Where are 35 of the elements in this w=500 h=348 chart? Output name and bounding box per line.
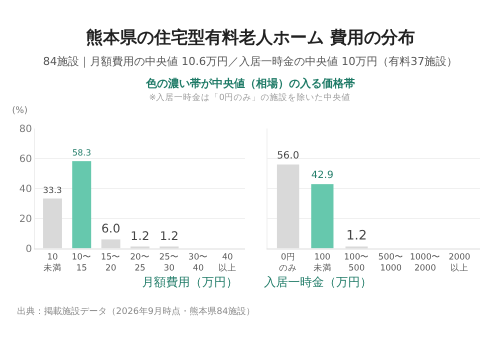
x-tick-label: 20〜 25 xyxy=(130,252,150,274)
x-tick-label: 10〜 15 xyxy=(72,252,92,274)
text: 色の濃い帯が中央値（相場）の入る価格帯 xyxy=(145,77,355,90)
x-tick-label: 100〜 500 xyxy=(344,252,370,274)
data-label: 1.2 xyxy=(346,228,367,244)
text: ※入居一時金は「0円のみ」の施設を除いた中央値 xyxy=(149,92,351,103)
data-label: 6.0 xyxy=(101,222,120,236)
x-tick-label: 40 以上 xyxy=(218,252,236,274)
data-label: 1.2 xyxy=(130,228,150,243)
bar xyxy=(72,161,92,248)
y-tick-label: 80 xyxy=(19,124,32,136)
data-label: 56.0 xyxy=(276,150,300,162)
y-tick-label: 0 xyxy=(26,244,32,255)
chart-subtitle: 84施設｜月額費用の中央値 10.6万円／入居一時金の中央値 10万円（有料37施設） xyxy=(43,55,458,68)
y-tick-label: 40 xyxy=(19,184,32,195)
source-note: 出典：掲載施設データ（2026年9月時点・熊本県84施設） xyxy=(17,306,256,317)
data-label: 58.3 xyxy=(72,148,92,158)
y-tick-label: 60 xyxy=(19,154,32,166)
x-axis-title: 月額費用（万円） xyxy=(142,275,238,289)
x-axis-title: 入居一時金（万円） xyxy=(264,275,372,289)
x-tick-label: 500〜 1000 xyxy=(378,252,404,274)
chart-title: 熊本県の住宅型有料老人ホーム 費用の分布 xyxy=(86,28,415,48)
x-tick-label: 2000 以上 xyxy=(448,252,470,274)
data-label: 1.2 xyxy=(160,228,179,243)
y-tick-label: 20 xyxy=(19,214,32,225)
x-tick-label: 1000〜 2000 xyxy=(410,252,440,274)
x-tick-label: 10 未満 xyxy=(44,252,62,274)
x-tick-label: 15〜 20 xyxy=(100,252,121,274)
y-axis-title: (%) xyxy=(12,106,28,116)
data-label: 42.9 xyxy=(311,170,334,182)
data-label: 33.3 xyxy=(43,186,62,196)
x-tick-label: 100 未満 xyxy=(313,252,332,274)
x-tick-label: 0円のみ xyxy=(279,252,298,274)
x-tick-label: 30〜 40 xyxy=(188,252,208,274)
x-tick-label: 25〜 30 xyxy=(159,252,180,274)
